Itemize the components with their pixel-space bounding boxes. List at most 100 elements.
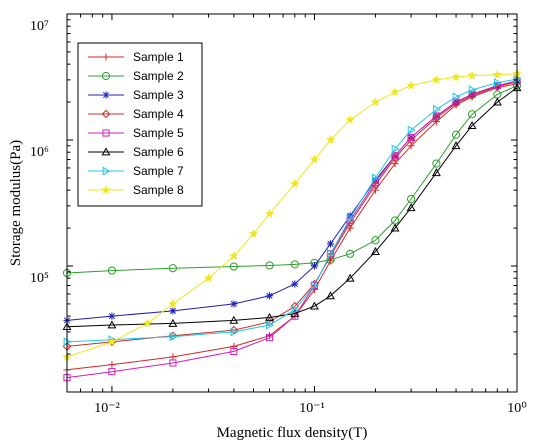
series-7-point-11 xyxy=(407,125,416,135)
series-8-point-17 xyxy=(467,70,477,80)
series-4-point-9 xyxy=(371,180,380,190)
series-8-point-18 xyxy=(492,69,503,79)
legend-marker-2 xyxy=(101,71,111,81)
series-3-point-5 xyxy=(291,280,299,288)
series-2-point-2 xyxy=(168,264,178,273)
legend-marker-3 xyxy=(102,91,110,99)
series-6-point-12 xyxy=(431,168,441,177)
series-7-point-14 xyxy=(468,85,477,95)
series-7-point-8 xyxy=(346,213,355,223)
legend-marks xyxy=(88,53,124,194)
series-8-point-5 xyxy=(229,251,239,260)
series-2-point-9 xyxy=(371,236,380,245)
series-8-point-10 xyxy=(325,135,336,144)
series-4-point-10 xyxy=(390,153,400,163)
series-8-point-12 xyxy=(370,97,381,107)
x-tick-label-0-text: 10⁻² xyxy=(94,401,120,416)
series-2-point-13 xyxy=(451,130,461,139)
series-4-point-11 xyxy=(406,135,416,145)
series-1-point-9 xyxy=(371,186,380,194)
series-6-point-15 xyxy=(492,97,502,106)
series-4-point-14 xyxy=(467,91,477,100)
series-1-point-8 xyxy=(346,224,354,232)
series-3-point-7 xyxy=(326,240,335,248)
legend-label-5: Sample 5 xyxy=(133,126,184,140)
series-5-point-2 xyxy=(169,359,177,367)
x-axis-label: Magnetic flux density(T) xyxy=(217,425,368,441)
series-5-point-3 xyxy=(230,347,238,355)
legend-label-4: Sample 4 xyxy=(133,107,184,121)
series-8 xyxy=(62,68,522,361)
series-3-point-4 xyxy=(265,292,274,300)
legend-marker-1 xyxy=(102,53,110,61)
series-8-point-2 xyxy=(142,318,153,328)
series-6-point-10 xyxy=(390,223,400,232)
series-6-point-13 xyxy=(451,141,461,150)
series-3-point-3 xyxy=(230,300,238,308)
legend-label-1: Sample 1 xyxy=(133,50,184,64)
series-7-point-15 xyxy=(493,78,503,88)
series-6-point-3 xyxy=(229,315,239,324)
legend-label-3: Sample 3 xyxy=(133,88,184,102)
series-5-point-1 xyxy=(108,368,116,376)
legend: Sample 1 Sample 2 Sample 3 Sample 4 Samp… xyxy=(77,42,203,207)
series-6-point-4 xyxy=(265,312,274,321)
series-6-line xyxy=(66,87,518,328)
series-7-point-5 xyxy=(291,305,300,315)
series-5-point-4 xyxy=(265,334,274,342)
series-7-point-9 xyxy=(372,173,381,183)
series-2-point-12 xyxy=(432,159,441,168)
series-4-point-12 xyxy=(432,113,441,123)
y-tick-label-2: 10⁷ xyxy=(30,19,49,34)
y-tick-label-0: 10⁵ xyxy=(30,271,49,286)
y-tick-label-1: 10⁶ xyxy=(30,145,49,160)
series-7-point-4 xyxy=(266,320,275,330)
x-tick-label-2: 10⁰ xyxy=(507,401,527,416)
series-8-point-8 xyxy=(290,178,300,188)
series-8-point-4 xyxy=(203,273,214,283)
plot-frame xyxy=(66,13,518,393)
x-tick-label-2-text: 10⁰ xyxy=(507,401,527,416)
series-7-line xyxy=(66,78,518,343)
series-7-point-10 xyxy=(391,144,400,154)
x-tick-label-0: 10⁻² xyxy=(94,401,120,416)
series-6-point-1 xyxy=(107,320,117,329)
series-3-point-2 xyxy=(169,307,177,315)
series-2-line xyxy=(66,85,518,274)
legend-label-8: Sample 8 xyxy=(133,183,184,197)
series-5-point-12 xyxy=(432,112,440,120)
series-3-point-1 xyxy=(108,312,116,320)
series-6-point-9 xyxy=(370,247,380,256)
legend-marker-5 xyxy=(102,129,110,137)
series-8-point-13 xyxy=(390,87,400,97)
series-7-point-6 xyxy=(311,281,320,290)
series-2-point-11 xyxy=(406,194,416,204)
series-7-point-13 xyxy=(452,92,461,102)
legend-marker-6 xyxy=(101,147,111,156)
series-1-point-1 xyxy=(108,360,116,369)
series-8-point-1 xyxy=(107,337,117,346)
series-8-point-15 xyxy=(431,74,442,84)
legend-label-6: Sample 6 xyxy=(133,145,184,159)
series-2-point-1 xyxy=(107,266,117,275)
legend-label-7: Sample 7 xyxy=(133,164,184,178)
x-tick-label-1-text: 10⁻¹ xyxy=(299,401,325,416)
series-8-point-11 xyxy=(345,114,355,124)
series-2-point-5 xyxy=(290,260,299,269)
series-6-point-11 xyxy=(406,203,416,212)
legend-marker-8 xyxy=(101,185,111,194)
series-2-point-4 xyxy=(265,261,274,270)
series-7-point-7 xyxy=(327,249,336,259)
series-1-point-2 xyxy=(169,353,177,361)
series-7-point-3 xyxy=(230,327,239,337)
series-8-point-16 xyxy=(451,72,461,82)
series-5-point-10 xyxy=(391,152,399,160)
series-8-point-14 xyxy=(406,80,416,90)
series-6 xyxy=(62,83,522,331)
legend-marker-7 xyxy=(102,166,111,176)
legend-label-2: Sample 2 xyxy=(133,69,184,83)
series-6-point-8 xyxy=(345,273,355,282)
series-8-point-7 xyxy=(264,208,275,218)
series-5-point-11 xyxy=(407,133,415,141)
